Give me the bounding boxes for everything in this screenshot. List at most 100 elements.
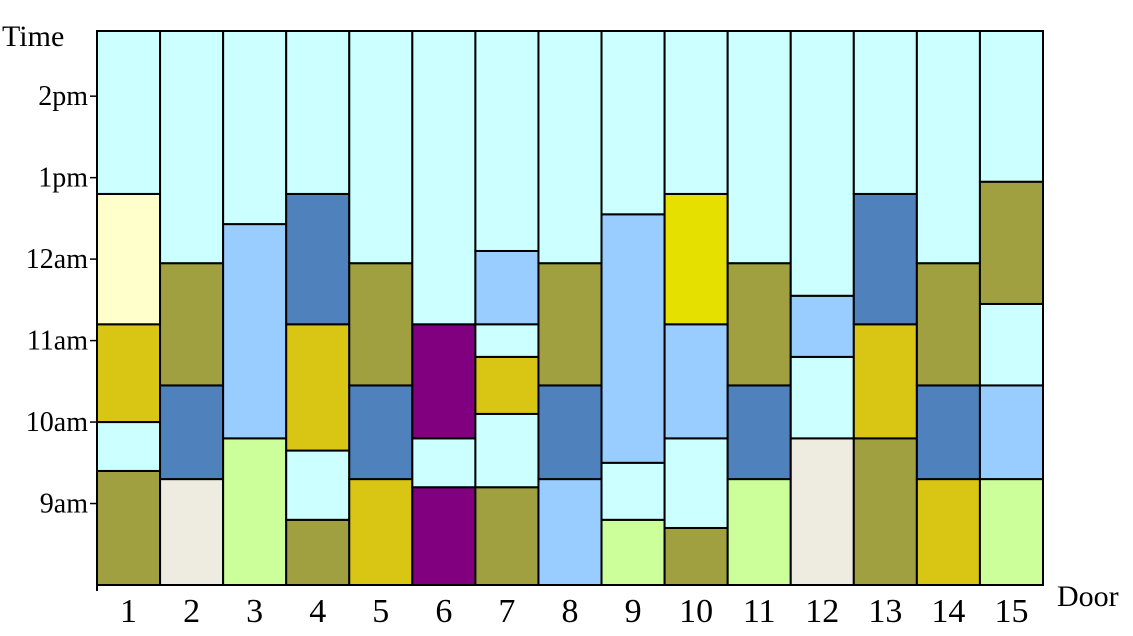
bar-segment-door-6-1 — [411, 486, 477, 586]
y-tick-label: 11am — [27, 326, 88, 357]
bar-segment-door-7-3 — [474, 355, 540, 415]
bar-door-15 — [978, 30, 1044, 586]
bar-door-9 — [600, 30, 666, 587]
bar-segment-door-7-5 — [474, 249, 540, 326]
bar-segment-door-10-4 — [663, 192, 729, 326]
bar-segment-door-2-3 — [159, 262, 225, 387]
bar-segment-door-6-4 — [411, 30, 477, 326]
bar-segment-door-7-1 — [474, 486, 540, 586]
x-tick-label: 10 — [679, 593, 713, 630]
bar-door-14 — [915, 30, 981, 586]
x-tick-label: 13 — [868, 593, 902, 630]
bar-segment-door-1-3 — [96, 323, 162, 424]
bar-segment-door-11-3 — [726, 262, 792, 387]
bar-segment-door-8-1 — [537, 478, 603, 586]
bar-segment-door-15-5 — [978, 30, 1044, 183]
y-tick-label: 1pm — [38, 163, 88, 194]
bar-segment-door-15-3 — [978, 302, 1044, 387]
bar-segment-door-3-2 — [222, 223, 288, 440]
bar-segment-door-12-2 — [789, 355, 855, 440]
bar-segment-door-4-5 — [285, 30, 351, 195]
bar-segment-door-15-1 — [978, 478, 1044, 586]
x-tick-label: 3 — [246, 593, 263, 630]
bar-segment-door-12-4 — [789, 30, 855, 297]
bar-segment-door-4-1 — [285, 518, 351, 587]
bar-segment-door-5-4 — [348, 30, 414, 265]
bar-door-12 — [789, 30, 855, 586]
x-tick-label: 8 — [562, 593, 579, 630]
bar-segment-door-4-4 — [285, 192, 351, 326]
bar-segment-door-9-1 — [600, 518, 666, 587]
bar-segment-door-14-1 — [915, 478, 981, 586]
bar-segment-door-10-3 — [663, 323, 729, 440]
bar-door-8 — [537, 30, 603, 586]
bar-segment-door-14-3 — [915, 262, 981, 387]
bar-door-7 — [474, 30, 540, 586]
bar-door-11 — [726, 30, 792, 586]
bar-door-2 — [159, 30, 225, 586]
bar-segment-door-8-3 — [537, 262, 603, 387]
bar-segment-door-8-2 — [537, 384, 603, 481]
bar-segment-door-9-4 — [600, 30, 666, 216]
bar-segment-door-8-4 — [537, 30, 603, 265]
bar-segment-door-4-3 — [285, 323, 351, 452]
bar-segment-door-1-2 — [96, 421, 162, 472]
x-tick-label: 12 — [805, 593, 839, 630]
bar-door-10 — [663, 30, 729, 586]
plot-frame — [96, 30, 1044, 591]
bar-segment-door-11-1 — [726, 478, 792, 586]
bar-segment-door-9-3 — [600, 213, 666, 464]
x-tick-label: 4 — [309, 593, 326, 630]
bar-segment-door-9-2 — [600, 461, 666, 521]
bar-segment-door-11-2 — [726, 384, 792, 481]
x-axis-title: Door — [1057, 580, 1119, 613]
x-tick-label: 7 — [498, 593, 515, 630]
x-tick-label: 1 — [120, 593, 137, 630]
bar-segment-door-1-4 — [96, 192, 162, 326]
bar-segment-door-2-1 — [159, 478, 225, 586]
bar-segment-door-1-5 — [96, 30, 162, 195]
bar-segment-door-11-4 — [726, 30, 792, 265]
bar-door-5 — [348, 30, 414, 586]
bar-segment-door-2-2 — [159, 384, 225, 481]
bar-segment-door-6-3 — [411, 323, 477, 440]
bar-segment-door-5-3 — [348, 262, 414, 387]
bar-segment-door-13-3 — [852, 192, 918, 326]
x-tick-label: 9 — [625, 593, 642, 630]
bar-segment-door-5-1 — [348, 478, 414, 586]
bar-door-6 — [411, 30, 477, 586]
x-tick-label: 5 — [372, 593, 389, 630]
bars-group — [96, 30, 1044, 587]
x-tick-label: 15 — [994, 593, 1028, 630]
bar-segment-door-10-5 — [663, 30, 729, 195]
bar-segment-door-7-2 — [474, 412, 540, 489]
bar-segment-door-15-2 — [978, 384, 1044, 481]
bar-segment-door-12-1 — [789, 437, 855, 586]
bar-segment-door-7-4 — [474, 323, 540, 358]
bar-segment-door-10-2 — [663, 437, 729, 529]
y-tick-label: 10am — [26, 407, 88, 438]
y-tick-label: 2pm — [38, 81, 88, 112]
bar-segment-door-1-1 — [96, 469, 162, 586]
bar-segment-door-10-1 — [663, 526, 729, 586]
bar-segment-door-14-2 — [915, 384, 981, 481]
bar-segment-door-13-1 — [852, 437, 918, 586]
x-tick-label: 2 — [183, 593, 200, 630]
bar-segment-door-4-2 — [285, 449, 351, 521]
bar-segment-door-12-3 — [789, 294, 855, 358]
x-tick-label: 14 — [931, 593, 965, 630]
bar-door-1 — [96, 30, 162, 586]
bar-segment-door-5-2 — [348, 384, 414, 481]
bar-segment-door-14-4 — [915, 30, 981, 265]
x-axis-ticks: 1 2 3 4 5 6 7 8 9 10 11 12 13 14 15 — [120, 593, 1028, 630]
bar-segment-door-7-6 — [474, 30, 540, 252]
y-axis-title: Time — [2, 20, 64, 53]
bar-segment-door-3-1 — [222, 437, 288, 586]
bar-segment-door-2-4 — [159, 30, 225, 265]
y-tick-label: 9am — [40, 489, 88, 520]
bar-segment-door-13-4 — [852, 30, 918, 195]
bar-segment-door-15-4 — [978, 180, 1044, 305]
bar-door-13 — [852, 30, 918, 586]
x-tick-label: 6 — [435, 593, 452, 630]
